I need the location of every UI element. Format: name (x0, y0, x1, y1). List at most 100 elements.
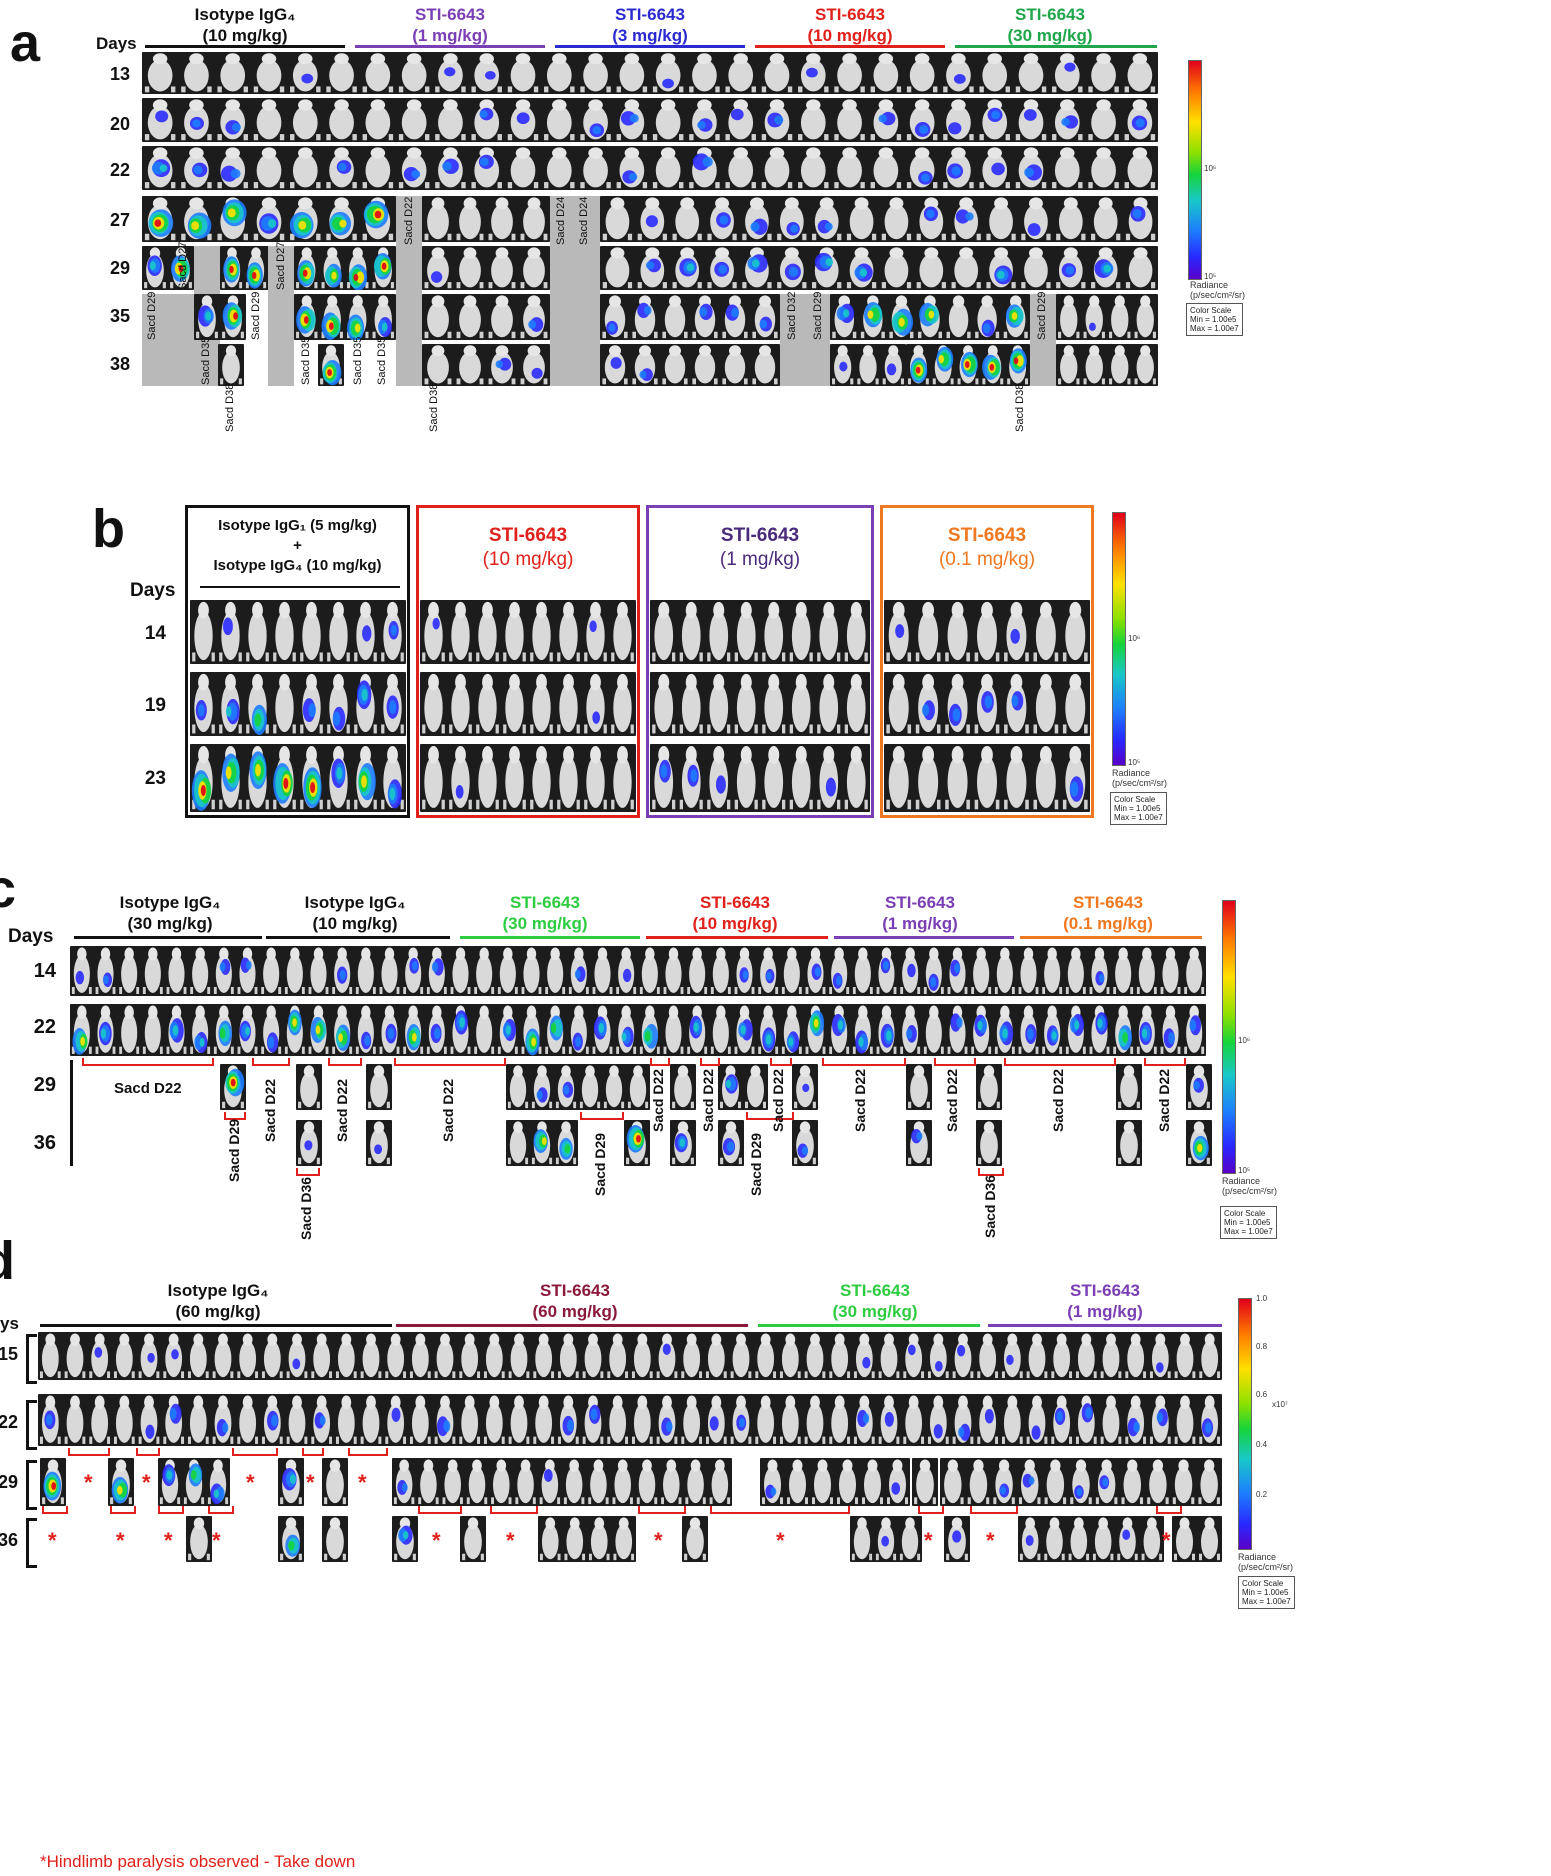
group-header: Isotype IgG₄ (10 mg/kg) (265, 892, 445, 934)
mouse-image (1033, 674, 1058, 734)
sacrifice-label: Sacd D29 (592, 1133, 608, 1196)
mouse-image (1118, 1121, 1140, 1164)
mouse-image-strip (142, 52, 1158, 94)
day-label: 27 (86, 210, 130, 231)
mouse-image (780, 1333, 801, 1378)
mouse-image-strip (624, 1120, 650, 1166)
mouse-image (530, 602, 553, 662)
row-bracket (26, 1400, 37, 1450)
mouse-image (167, 948, 187, 995)
group-dose: (10 mg/kg) (755, 25, 945, 46)
mouse-image (254, 197, 284, 240)
mouse-image (706, 1333, 727, 1378)
mouse-image (296, 247, 317, 288)
sacrifice-label: Sacd D29 (1036, 292, 1048, 340)
mouse-strip-drawing (220, 1064, 246, 1110)
bracket (418, 1506, 462, 1514)
mouse-image (707, 674, 730, 734)
mouse-image (521, 345, 548, 384)
mouse-image-strip (1172, 1516, 1222, 1562)
mouse-image (837, 1459, 858, 1504)
group-dose: (1 mg/kg) (830, 913, 1010, 934)
mouse-image (457, 247, 484, 288)
mouse-image (1063, 746, 1088, 809)
paralysis-star: * (358, 1470, 367, 1496)
mouse-image (196, 295, 218, 338)
bracket (302, 1448, 324, 1456)
mouse-image (616, 1006, 636, 1054)
mouse-image (762, 746, 785, 809)
mouse-image (425, 197, 452, 240)
mouse-image (979, 53, 1009, 92)
mouse-image-strip (422, 294, 550, 340)
mouse-image (882, 197, 911, 240)
mouse-image (1161, 1006, 1181, 1054)
mouse-image (725, 147, 755, 188)
mouse-image (752, 345, 777, 384)
mouse-image (457, 197, 484, 240)
mouse-image (184, 1459, 204, 1504)
mouse-image (1096, 1459, 1118, 1504)
mouse-image (876, 1517, 896, 1560)
mouse-image (222, 295, 244, 338)
group-name: STI-6643 (555, 4, 745, 25)
mouse-image (975, 602, 1000, 662)
mouse-image (471, 147, 501, 188)
group-header: STI-6643 (0.1 mg/kg) (884, 524, 1090, 572)
group-dose: (1 mg/kg) (355, 25, 545, 46)
mouse-image (580, 53, 610, 92)
mouse-image (246, 746, 269, 809)
mouse-strip-drawing (460, 1516, 486, 1562)
group-dose: (3 mg/kg) (555, 25, 745, 46)
mouse-image (399, 147, 429, 188)
mouse-image (557, 602, 580, 662)
group-underline (40, 1324, 392, 1327)
mouse-image (886, 746, 911, 809)
mouse-image (1093, 1517, 1113, 1560)
mouse-image (711, 1006, 731, 1054)
mouse-image (545, 948, 565, 995)
mouse-image (1142, 1517, 1162, 1560)
mouse-image (611, 746, 634, 809)
color-scale-max: Max = 1.00e7 (1114, 813, 1163, 822)
mouse-image (354, 746, 377, 809)
paralysis-star: * (986, 1528, 995, 1554)
mouse-strip-drawing (1186, 1064, 1212, 1110)
mouse-image (887, 1459, 908, 1504)
colorbar-tick: 0.8 (1256, 1342, 1267, 1351)
mouse-image (1016, 99, 1046, 140)
mouse-image (847, 247, 876, 288)
mouse-image (459, 1396, 480, 1444)
mouse-image (530, 674, 553, 734)
mouse-image-strip (884, 600, 1090, 664)
mouse-image (611, 602, 634, 662)
mouse-strip-drawing (976, 1120, 1002, 1166)
mouse-image (928, 1333, 949, 1378)
mouse-image (662, 345, 687, 384)
color-scale-min: Min = 1.00e5 (1114, 804, 1163, 813)
mouse-image (975, 746, 1000, 809)
mouse-image-strip (600, 344, 780, 386)
mouse-image (1125, 53, 1155, 92)
mouse-image (1090, 948, 1110, 995)
paralysis-star: * (164, 1528, 173, 1554)
mouse-image-strip (682, 1516, 708, 1562)
color-scale-bar (1188, 60, 1202, 280)
mouse-image (681, 1396, 702, 1444)
mouse-image (720, 1065, 741, 1108)
group-underline (460, 936, 640, 939)
mouse-image-strip (190, 744, 406, 812)
paralysis-star: * (84, 1470, 93, 1496)
sacrifice-label: Sacd D22 (440, 1079, 456, 1142)
mouse-image-strip (506, 1064, 650, 1110)
mouse-strip-drawing (760, 1458, 910, 1506)
mouse-image (1002, 1396, 1023, 1444)
mouse-image (296, 295, 317, 338)
mouse-image-strip (650, 744, 870, 812)
mouse-image (347, 295, 368, 340)
mouse-image (1188, 1121, 1210, 1164)
mouse-image-strip (220, 1064, 246, 1110)
group-dose: (1 mg/kg) (650, 548, 870, 572)
mouse-image-strip (906, 344, 1030, 386)
mouse-strip-drawing (600, 344, 780, 386)
